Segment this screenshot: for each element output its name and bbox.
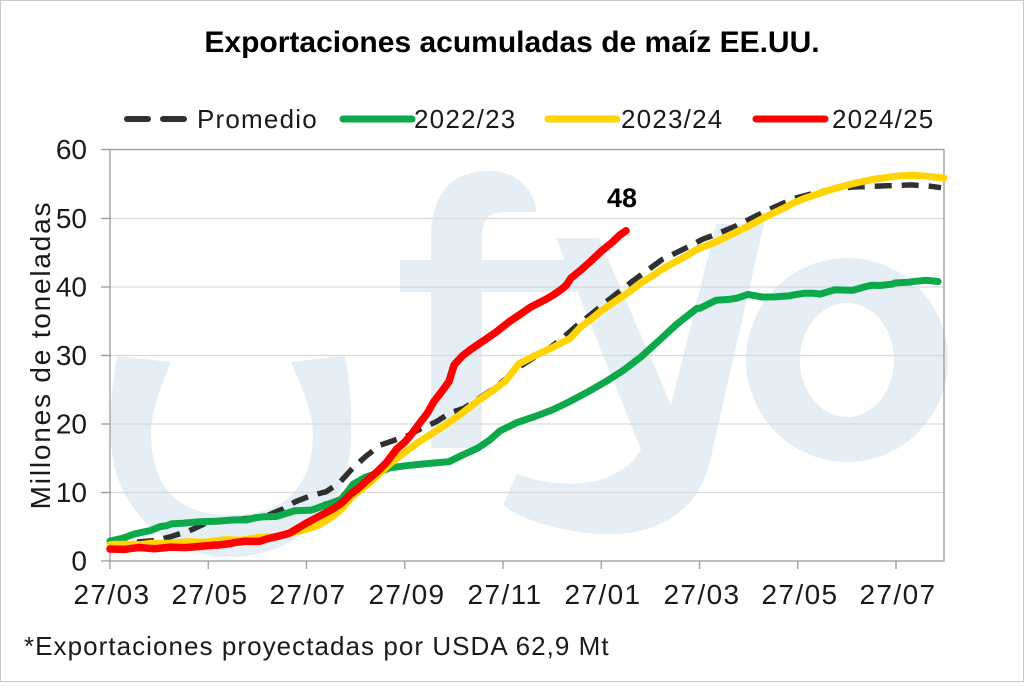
svg-text:0: 0: [71, 546, 87, 577]
svg-text:40: 40: [56, 272, 87, 303]
svg-text:2022/23: 2022/23: [414, 104, 516, 134]
svg-text:27/05: 27/05: [761, 579, 838, 610]
svg-text:27/09: 27/09: [368, 579, 445, 610]
svg-text:27/05: 27/05: [171, 579, 248, 610]
svg-text:27/11: 27/11: [468, 579, 543, 610]
svg-text:2024/25: 2024/25: [832, 104, 934, 134]
svg-text:20: 20: [56, 409, 87, 440]
svg-text:30: 30: [56, 340, 87, 371]
svg-text:Promedio: Promedio: [197, 104, 318, 134]
svg-text:Exportaciones acumuladas de ma: Exportaciones acumuladas de maíz EE.UU.: [204, 26, 819, 59]
svg-text:27/03: 27/03: [663, 579, 740, 610]
svg-text:27/03: 27/03: [73, 579, 150, 610]
svg-text:48: 48: [607, 183, 637, 213]
svg-text:50: 50: [56, 203, 87, 234]
svg-text:Millones de toneladas: Millones de toneladas: [25, 201, 56, 510]
svg-text:10: 10: [56, 477, 87, 508]
svg-text:*Exportaciones proyectadas por: *Exportaciones proyectadas por USDA 62,9…: [24, 631, 610, 661]
svg-text:2023/24: 2023/24: [621, 104, 723, 134]
svg-text:60: 60: [56, 134, 87, 165]
svg-text:27/07: 27/07: [859, 579, 936, 610]
svg-text:27/07: 27/07: [269, 579, 346, 610]
svg-text:27/01: 27/01: [564, 579, 641, 610]
